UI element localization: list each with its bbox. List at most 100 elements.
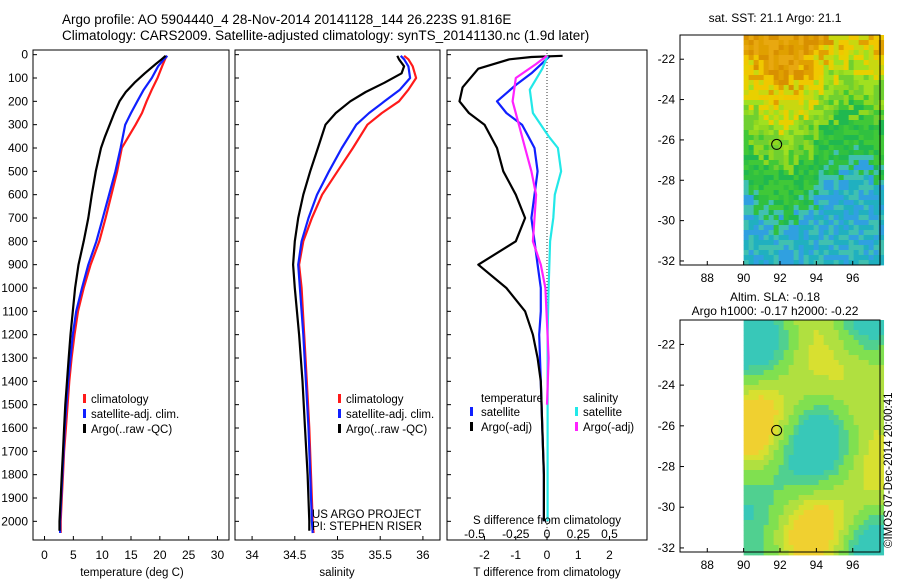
map-cell [853, 245, 860, 251]
map-cell [808, 210, 815, 216]
map-cell [823, 120, 830, 126]
map-cell [743, 145, 750, 151]
map-cell [763, 385, 770, 391]
map-cell [758, 130, 765, 136]
map-cell [808, 370, 815, 376]
map-cell [868, 80, 875, 86]
map-cell [823, 460, 830, 466]
map-cell [873, 215, 880, 221]
map-cell [848, 195, 855, 201]
map-cell [843, 145, 850, 151]
map-cell [803, 255, 810, 261]
map-cell [813, 135, 820, 141]
map-cell [783, 140, 790, 146]
map-cell [793, 90, 800, 96]
map-cell [763, 190, 770, 196]
map-cell [853, 260, 860, 266]
map-cell [833, 225, 840, 231]
map-cell [873, 50, 880, 56]
map-cell [778, 520, 785, 526]
map-cell [863, 465, 870, 471]
map-cell [748, 550, 755, 556]
map-cell [743, 400, 750, 406]
map-cell [858, 440, 865, 446]
map-cell [813, 435, 820, 441]
map-cell [833, 320, 840, 326]
map-cell [873, 540, 880, 546]
map-cell [808, 175, 815, 181]
map-cell [828, 50, 835, 56]
map-cell [748, 475, 755, 481]
map-cell [843, 150, 850, 156]
map-cell [793, 425, 800, 431]
map-cell [833, 165, 840, 171]
map-cell [848, 125, 855, 131]
map-cell [813, 335, 820, 341]
map-cell [853, 515, 860, 521]
map-cell [848, 205, 855, 211]
map-cell [878, 60, 885, 66]
map-cell [838, 240, 845, 246]
map-cell [828, 325, 835, 331]
map-cell [768, 435, 775, 441]
x-tick-label: 0 [41, 548, 48, 562]
map-cell [808, 490, 815, 496]
map-cell [783, 490, 790, 496]
map-cell [868, 490, 875, 496]
map-cell [828, 185, 835, 191]
map-cell [863, 50, 870, 56]
map-cell [778, 375, 785, 381]
map-cell [788, 530, 795, 536]
map-cell [828, 235, 835, 241]
map-cell [803, 215, 810, 221]
sst-map-title: sat. SST: 21.1 Argo: 21.1 [709, 11, 842, 25]
map-cell [748, 350, 755, 356]
map-cell [783, 535, 790, 541]
map-cell [768, 50, 775, 56]
map-cell [853, 185, 860, 191]
map-cell [833, 110, 840, 116]
map-cell [833, 195, 840, 201]
map-cell [803, 415, 810, 421]
map-cell [823, 190, 830, 196]
map-cell [743, 260, 750, 266]
map-cell [853, 390, 860, 396]
map-cell [753, 80, 760, 86]
map-cell [808, 230, 815, 236]
map-cell [798, 240, 805, 246]
map-cell [743, 525, 750, 531]
map-cell [808, 440, 815, 446]
map-cell [793, 80, 800, 86]
map-cell [823, 365, 830, 371]
map-cell [813, 240, 820, 246]
map-cell [843, 390, 850, 396]
map-cell [773, 320, 780, 326]
map-cell [863, 510, 870, 516]
map-cell [833, 480, 840, 486]
map-cell [813, 200, 820, 206]
map-cell [863, 355, 870, 361]
map-cell [798, 460, 805, 466]
map-cell [848, 150, 855, 156]
map-cell [843, 325, 850, 331]
map-cell [828, 470, 835, 476]
map-cell [763, 490, 770, 496]
map-cell [848, 450, 855, 456]
map-cell [758, 475, 765, 481]
map-cell [863, 470, 870, 476]
map-cell [813, 430, 820, 436]
map-cell [858, 170, 865, 176]
map-cell [833, 395, 840, 401]
map-cell [753, 160, 760, 166]
map-cell [823, 455, 830, 461]
map-cell [748, 200, 755, 206]
map-cell [793, 375, 800, 381]
map-cell [838, 180, 845, 186]
map-cell [838, 500, 845, 506]
map-cell [833, 365, 840, 371]
map-cell [873, 515, 880, 521]
map-cell [773, 40, 780, 46]
map-cell [793, 545, 800, 551]
map-cell [788, 65, 795, 71]
map-cell [743, 410, 750, 416]
